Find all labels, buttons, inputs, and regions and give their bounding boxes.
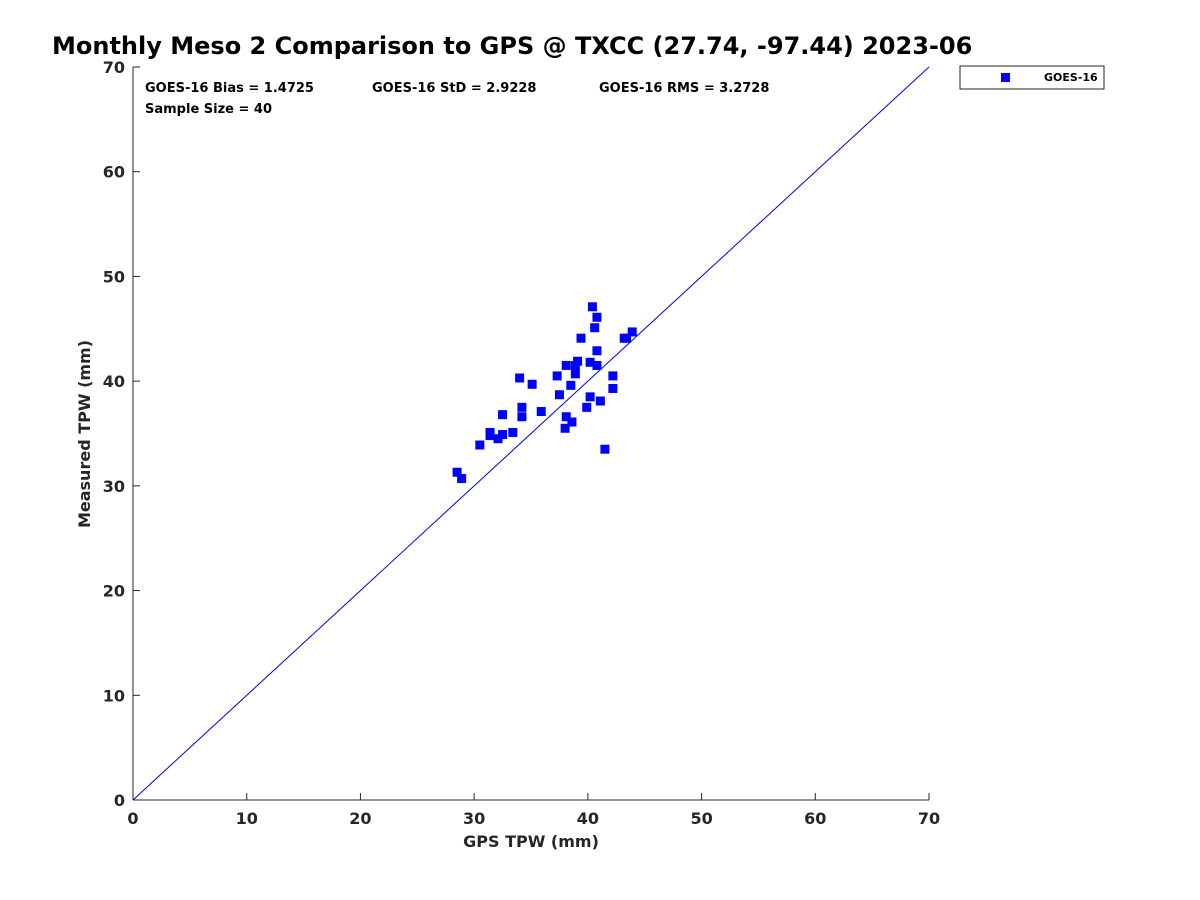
data-point — [475, 440, 485, 450]
data-point — [600, 444, 610, 454]
data-point — [554, 390, 564, 400]
data-point — [560, 423, 570, 433]
legend-marker-square — [1001, 73, 1010, 82]
legend-box — [959, 65, 1105, 90]
y-tick-label: 20 — [103, 582, 125, 601]
data-point — [582, 402, 592, 412]
legend-label: GOES-16 — [1044, 71, 1098, 84]
data-point — [567, 417, 577, 427]
data-point — [608, 371, 618, 381]
data-point — [536, 407, 546, 417]
data-point — [573, 356, 583, 366]
x-tick-label: 40 — [577, 809, 599, 828]
data-point — [595, 396, 605, 406]
x-tick-label: 20 — [349, 809, 371, 828]
data-point — [552, 371, 562, 381]
x-tick-label: 0 — [127, 809, 138, 828]
data-point — [587, 302, 597, 312]
x-tick-label: 70 — [918, 809, 940, 828]
sample-size-stat: Sample Size = 40 — [145, 102, 272, 117]
y-axis-ticks: 0 10 20 30 40 50 60 70 — [103, 58, 140, 810]
one-to-one-line-group — [132, 66, 930, 801]
data-point — [508, 427, 518, 437]
x-axis-label: GPS TPW (mm) — [463, 832, 599, 851]
data-point — [452, 467, 462, 477]
y-tick-label: 70 — [103, 58, 125, 77]
x-tick-label: 30 — [463, 809, 485, 828]
rms-stat: GOES-16 RMS = 3.2728 — [599, 81, 769, 96]
y-tick-label: 0 — [114, 791, 125, 810]
y-tick-label: 10 — [103, 686, 125, 705]
data-point — [592, 346, 602, 356]
y-tick-label: 30 — [103, 477, 125, 496]
data-point — [570, 369, 580, 379]
data-point — [517, 402, 527, 412]
data-point — [590, 323, 600, 333]
std-stat: GOES-16 StD = 2.9228 — [372, 81, 536, 96]
y-tick-label: 50 — [103, 267, 125, 286]
y-tick-label: 40 — [103, 372, 125, 391]
data-point — [627, 327, 637, 337]
x-axis-ticks: 0 10 20 30 40 50 60 70 — [127, 793, 940, 828]
data-point — [498, 430, 508, 440]
data-point — [566, 380, 576, 390]
y-axis-label: Measured TPW (mm) — [75, 340, 94, 528]
data-points — [452, 302, 637, 484]
data-point — [576, 333, 586, 343]
data-point — [457, 474, 467, 484]
data-point — [498, 410, 508, 420]
data-point — [515, 373, 525, 383]
chart-title: Monthly Meso 2 Comparison to GPS @ TXCC … — [52, 32, 972, 60]
data-point — [493, 434, 503, 444]
x-tick-label: 50 — [690, 809, 712, 828]
plot-area: 0 10 20 30 40 50 60 70 0 10 20 30 40 50 60 70 — [103, 58, 940, 828]
data-point — [592, 360, 602, 370]
data-point — [485, 431, 495, 441]
data-point — [585, 392, 595, 402]
data-point — [622, 333, 632, 343]
data-point — [561, 360, 571, 370]
y-tick-label: 60 — [103, 163, 125, 182]
legend: GOES-16 — [959, 65, 1105, 90]
one-to-one-line — [132, 66, 930, 801]
x-tick-label: 10 — [236, 809, 258, 828]
data-point — [608, 383, 618, 393]
data-point — [585, 357, 595, 367]
data-point — [527, 379, 537, 389]
data-point — [517, 412, 527, 422]
data-point — [592, 312, 602, 322]
x-tick-label: 60 — [804, 809, 826, 828]
data-point — [561, 412, 571, 422]
bias-stat: GOES-16 Bias = 1.4725 — [145, 81, 314, 96]
